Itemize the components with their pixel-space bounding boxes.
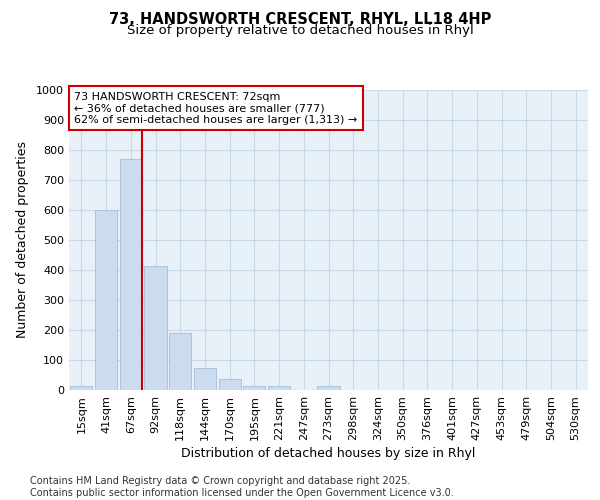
X-axis label: Distribution of detached houses by size in Rhyl: Distribution of detached houses by size … [181,447,476,460]
Bar [317,386,340,390]
Bar [70,386,92,390]
Text: Contains HM Land Registry data © Crown copyright and database right 2025.
Contai: Contains HM Land Registry data © Crown c… [30,476,454,498]
Text: 73, HANDSWORTH CRESCENT, RHYL, LL18 4HP: 73, HANDSWORTH CRESCENT, RHYL, LL18 4HP [109,12,491,28]
Bar [95,210,117,390]
Bar [169,333,191,390]
Bar [145,266,167,390]
Text: Size of property relative to detached houses in Rhyl: Size of property relative to detached ho… [127,24,473,37]
Bar [218,378,241,390]
Bar [194,368,216,390]
Text: 73 HANDSWORTH CRESCENT: 72sqm
← 36% of detached houses are smaller (777)
62% of : 73 HANDSWORTH CRESCENT: 72sqm ← 36% of d… [74,92,358,124]
Bar [119,159,142,390]
Bar [243,386,265,390]
Y-axis label: Number of detached properties: Number of detached properties [16,142,29,338]
Bar [268,386,290,390]
